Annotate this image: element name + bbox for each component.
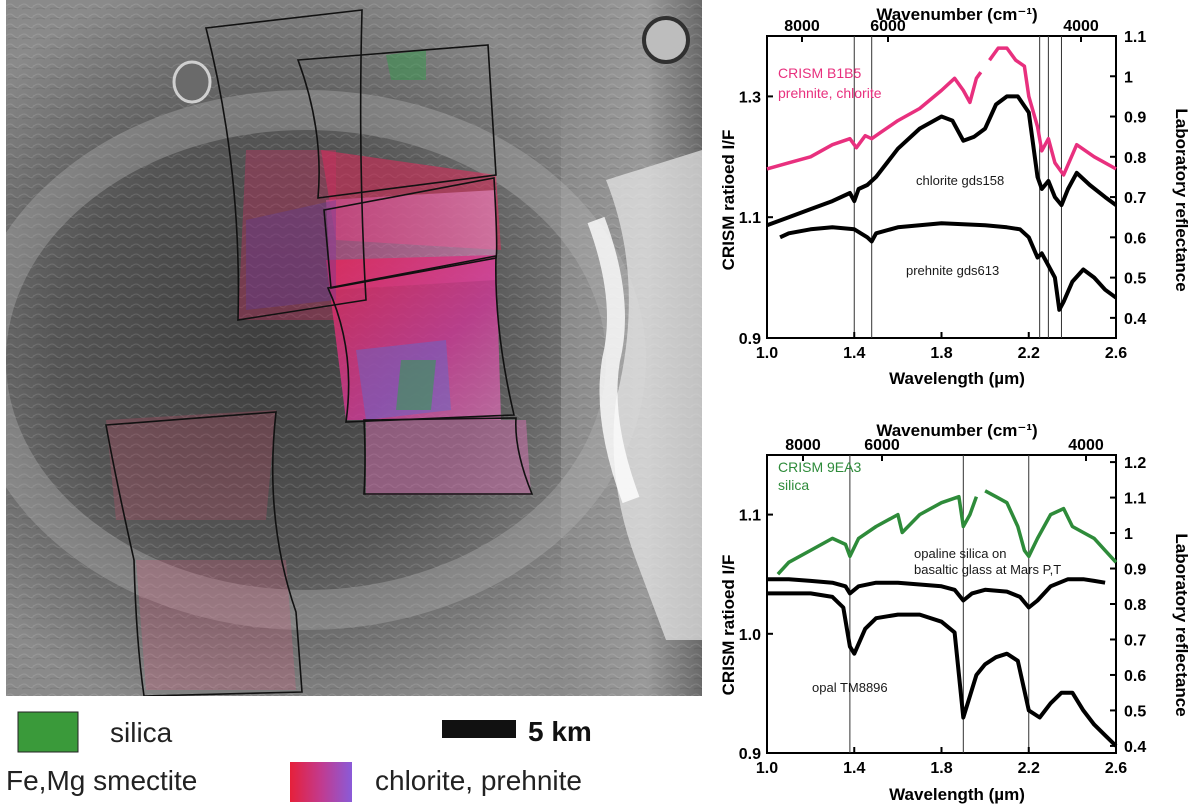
y2-tick-label: 1 — [1124, 526, 1133, 543]
scale-label: 5 km — [528, 716, 592, 747]
crater-map — [6, 0, 702, 696]
plot-frame — [766, 454, 1117, 754]
x-tick-label: 2.2 — [1018, 345, 1040, 362]
series-line-2 — [767, 577, 1106, 610]
x2-tick-label: 4000 — [1063, 18, 1099, 35]
x2-tick-label: 8000 — [784, 18, 820, 35]
x2-axis-title: Wavenumber (cm⁻¹) — [876, 421, 1037, 440]
series-line-0 — [776, 494, 979, 576]
x-axis-title: Wavelength (µm) — [889, 369, 1025, 388]
y2-tick-label: 0.9 — [1124, 110, 1146, 127]
y-axis-title: CRISM ratioed I/F — [719, 130, 738, 271]
x2-axis-title: Wavenumber (cm⁻¹) — [876, 5, 1037, 24]
crism-series-label: prehnite, chlorite — [778, 85, 882, 101]
x2-tick-label: 6000 — [870, 18, 906, 35]
x-tick-label: 1.0 — [756, 760, 778, 777]
crism-series-label: CRISM B1B5 — [778, 65, 861, 81]
x-tick-label: 1.4 — [843, 345, 865, 362]
map-legend: silica 5 km Fe,Mg smectite chlorite, pre… — [6, 711, 592, 802]
y-tick-label: 0.9 — [739, 746, 761, 763]
opaline-annotation-line1: opaline silica on — [914, 546, 1007, 561]
y-tick-label: 0.9 — [739, 331, 761, 348]
scale-bar — [442, 720, 516, 738]
x-axis-title: Wavelength (µm) — [889, 785, 1025, 804]
x-tick-label: 1.8 — [930, 760, 952, 777]
x-tick-label: 1.8 — [930, 345, 952, 362]
spectra-chart-chlorite-prehnite: Wavenumber (cm⁻¹) Wavelength (µm) CRISM … — [719, 5, 1191, 388]
prehnite-annotation: prehnite gds613 — [906, 263, 999, 278]
y2-tick-label: 0.5 — [1124, 271, 1146, 288]
x-tick-label: 1.0 — [756, 345, 778, 362]
y2-axis-title: Laboratory reflectance — [1172, 108, 1191, 291]
spectra-chart-silica: Wavenumber (cm⁻¹) Wavelength (µm) CRISM … — [719, 421, 1191, 804]
y-tick-label: 1.0 — [739, 627, 761, 644]
opal-annotation: opal TM8896 — [812, 680, 888, 695]
series-line-1 — [984, 489, 1118, 564]
x-tick-label: 1.4 — [843, 760, 865, 777]
x-tick-label: 2.6 — [1105, 345, 1127, 362]
y2-tick-label: 1.2 — [1124, 455, 1146, 472]
y2-tick-label: 0.6 — [1124, 668, 1146, 685]
y2-tick-label: 1.1 — [1124, 29, 1146, 46]
y-tick-label: 1.3 — [739, 89, 761, 106]
x2-tick-label: 8000 — [785, 437, 821, 454]
y-tick-label: 1.1 — [739, 210, 761, 227]
y-tick-label: 1.1 — [739, 508, 761, 525]
series-line-3 — [767, 591, 1118, 748]
series-line-0 — [766, 71, 983, 171]
series-line-2 — [766, 94, 1118, 228]
y2-tick-label: 0.6 — [1124, 230, 1146, 247]
series-line-1 — [988, 46, 1117, 177]
crism-series-label: silica — [778, 477, 809, 493]
y2-tick-label: 1.1 — [1124, 491, 1146, 508]
y2-tick-label: 1 — [1124, 69, 1133, 86]
y2-tick-label: 0.7 — [1124, 190, 1146, 207]
opaline-annotation-line2: basaltic glass at Mars P,T — [914, 562, 1061, 577]
y2-tick-label: 0.8 — [1124, 150, 1146, 167]
x-tick-label: 2.6 — [1105, 760, 1127, 777]
x2-tick-label: 6000 — [864, 437, 900, 454]
smectite-label: Fe,Mg smectite — [6, 765, 197, 796]
series-line-3 — [779, 221, 1118, 312]
silica-label: silica — [110, 717, 173, 748]
chlorite-annotation: chlorite gds158 — [916, 173, 1004, 188]
y2-tick-label: 0.4 — [1124, 311, 1146, 328]
y2-tick-label: 0.8 — [1124, 597, 1146, 614]
y2-tick-label: 0.5 — [1124, 703, 1146, 720]
y2-tick-label: 0.4 — [1124, 739, 1146, 756]
y2-tick-label: 0.7 — [1124, 632, 1146, 649]
silica-swatch — [17, 711, 79, 753]
x2-tick-label: 4000 — [1068, 437, 1104, 454]
y2-axis-title: Laboratory reflectance — [1172, 533, 1191, 716]
smectite-chlorite-swatch — [290, 762, 352, 802]
x-tick-label: 2.2 — [1018, 760, 1040, 777]
crism-series-label: CRISM 9EA3 — [778, 459, 861, 475]
y-axis-title: CRISM ratioed I/F — [719, 555, 738, 696]
chlorite-label: chlorite, prehnite — [375, 765, 582, 796]
y2-tick-label: 0.9 — [1124, 562, 1146, 579]
